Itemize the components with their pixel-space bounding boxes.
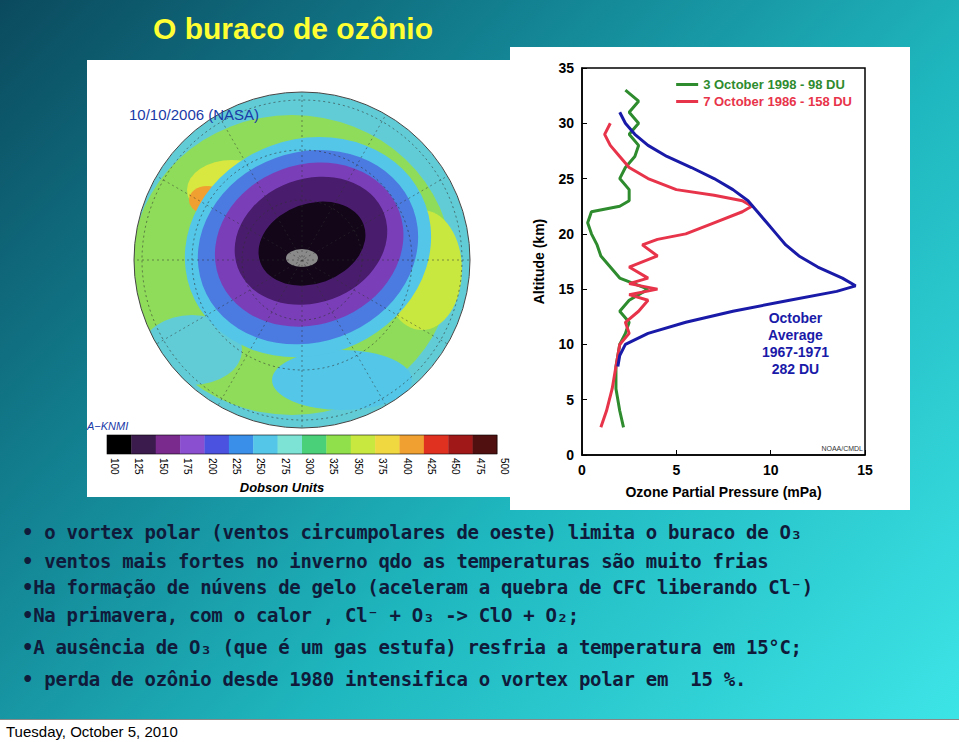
svg-text:10/10/2006 (NASA): 10/10/2006 (NASA) <box>129 106 259 123</box>
svg-text:475: 475 <box>475 458 486 475</box>
svg-text:100: 100 <box>109 458 120 475</box>
svg-text:0: 0 <box>578 462 586 478</box>
svg-text:Average: Average <box>768 327 823 343</box>
svg-text:10: 10 <box>558 336 574 352</box>
svg-text:10: 10 <box>763 462 779 478</box>
svg-text:7 October 1986 - 158 DU: 7 October 1986 - 158 DU <box>703 94 852 109</box>
svg-text:Ozone Partial Pressure (mPa): Ozone Partial Pressure (mPa) <box>625 484 821 500</box>
svg-text:A−KNMI: A−KNMI <box>87 420 128 432</box>
svg-text:3 October 1998 - 98 DU: 3 October 1998 - 98 DU <box>703 77 845 92</box>
html-text:• o vortex polar (ventos circu: • o vortex polar (ventos circumpolares d… <box>22 521 802 543</box>
svg-text:300: 300 <box>304 458 315 475</box>
svg-text:200: 200 <box>207 458 218 475</box>
svg-text:5: 5 <box>672 462 680 478</box>
svg-text:Dobson Units: Dobson Units <box>240 480 325 495</box>
svg-text:15: 15 <box>558 281 574 297</box>
svg-text:125: 125 <box>133 458 144 475</box>
svg-text:250: 250 <box>255 458 266 475</box>
svg-text:30: 30 <box>558 115 574 131</box>
svg-text:5: 5 <box>566 392 574 408</box>
svg-text:375: 375 <box>377 458 388 475</box>
svg-text:225: 225 <box>231 458 242 475</box>
html-text:•A ausência de O₃ (que é um ga: •A ausência de O₃ (que é um gas estufa) … <box>22 636 802 658</box>
svg-text:325: 325 <box>328 458 339 475</box>
html-text:• ventos mais fortes no invern: • ventos mais fortes no inverno qdo as t… <box>22 550 769 572</box>
svg-text:1967-1971: 1967-1971 <box>762 344 829 360</box>
html-text:O buraco de ozônio: O buraco de ozônio <box>153 12 433 45</box>
svg-text:282 DU: 282 DU <box>772 361 819 377</box>
svg-text:NOAA/CMDL: NOAA/CMDL <box>821 445 863 452</box>
svg-text:October: October <box>769 310 823 326</box>
svg-text:Altitude (km): Altitude (km) <box>531 219 547 305</box>
svg-text:350: 350 <box>353 458 364 475</box>
svg-text:20: 20 <box>558 226 574 242</box>
svg-text:275: 275 <box>280 458 291 475</box>
svg-text:0: 0 <box>566 447 574 463</box>
svg-text:425: 425 <box>426 458 437 475</box>
svg-text:25: 25 <box>558 171 574 187</box>
html-text:• perda de ozônio desde 1980 i: • perda de ozônio desde 1980 intensifica… <box>22 668 746 690</box>
svg-text:450: 450 <box>450 458 461 475</box>
svg-text:175: 175 <box>182 458 193 475</box>
svg-text:35: 35 <box>558 60 574 76</box>
svg-text:400: 400 <box>402 458 413 475</box>
html-text:•Na primavera, com o calor , C: •Na primavera, com o calor , Cl⁻ + O₃ ->… <box>22 604 579 626</box>
html-text:•Ha formação de núvens de gelo: •Ha formação de núvens de gelo (aceleram… <box>22 576 813 598</box>
svg-text:150: 150 <box>158 458 169 475</box>
svg-text:500: 500 <box>499 458 510 475</box>
html-text:Tuesday, October 5, 2010: Tuesday, October 5, 2010 <box>6 723 178 740</box>
svg-text:15: 15 <box>857 462 873 478</box>
